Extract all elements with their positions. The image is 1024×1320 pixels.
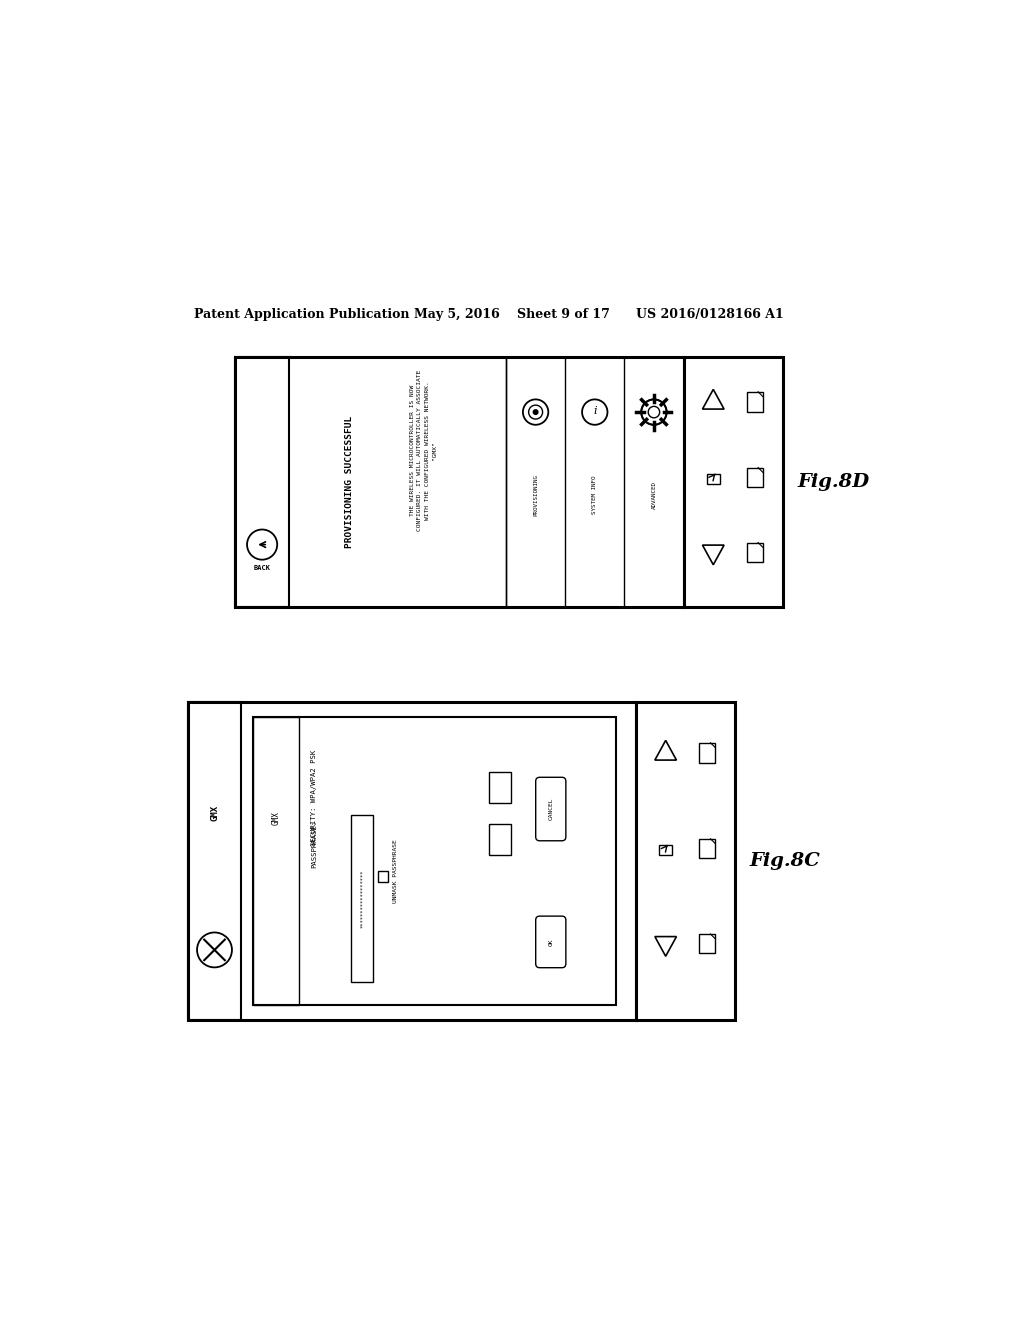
- Text: May 5, 2016: May 5, 2016: [414, 308, 500, 321]
- Bar: [236, 358, 289, 607]
- Text: UNMASK PASSPHRASE: UNMASK PASSPHRASE: [393, 840, 398, 903]
- Text: SYSTEM INFO: SYSTEM INFO: [592, 475, 597, 513]
- Bar: [699, 743, 715, 763]
- Bar: [699, 838, 715, 858]
- Bar: [489, 824, 511, 855]
- Text: PASSPHRASE:: PASSPHRASE:: [311, 820, 317, 867]
- Text: OK: OK: [548, 939, 553, 945]
- Bar: [236, 358, 684, 607]
- Bar: [253, 717, 616, 1006]
- Text: US 2016/0128166 A1: US 2016/0128166 A1: [636, 308, 783, 321]
- Bar: [351, 814, 373, 982]
- Bar: [746, 543, 763, 561]
- Bar: [378, 871, 388, 882]
- Text: Fig.8C: Fig.8C: [750, 851, 820, 870]
- Text: SECURITY: WPA/WPA2 PSK: SECURITY: WPA/WPA2 PSK: [311, 750, 317, 846]
- Text: PROVISIONING: PROVISIONING: [534, 474, 539, 516]
- Text: GMX: GMX: [210, 805, 219, 821]
- Bar: [684, 358, 782, 607]
- Bar: [187, 702, 242, 1020]
- Text: BACK: BACK: [254, 565, 270, 572]
- Text: Patent Application Publication: Patent Application Publication: [194, 308, 410, 321]
- Bar: [187, 702, 636, 1020]
- Bar: [746, 392, 763, 412]
- Text: PROVISIONING SUCCESSFUL: PROVISIONING SUCCESSFUL: [345, 416, 354, 548]
- Text: Fig.8D: Fig.8D: [797, 473, 869, 491]
- Bar: [636, 702, 735, 1020]
- Bar: [746, 467, 763, 487]
- Text: Sheet 9 of 17: Sheet 9 of 17: [517, 308, 609, 321]
- Text: CANCEL: CANCEL: [548, 797, 553, 820]
- Bar: [659, 846, 672, 855]
- Text: i: i: [593, 407, 597, 416]
- Text: GMX: GMX: [272, 810, 281, 825]
- Bar: [707, 474, 720, 483]
- Bar: [489, 771, 511, 804]
- Text: THE WIRELESS MICROCONTROLLER IS NOW
CONFIGURED. IT WILL AUTOMATICALLY ASSOCIATE
: THE WIRELESS MICROCONTROLLER IS NOW CONF…: [410, 370, 437, 531]
- Text: ******************: ******************: [359, 870, 365, 928]
- Circle shape: [534, 409, 538, 414]
- Bar: [253, 717, 299, 1006]
- Bar: [699, 935, 715, 953]
- Text: ADVANCED: ADVANCED: [651, 480, 656, 508]
